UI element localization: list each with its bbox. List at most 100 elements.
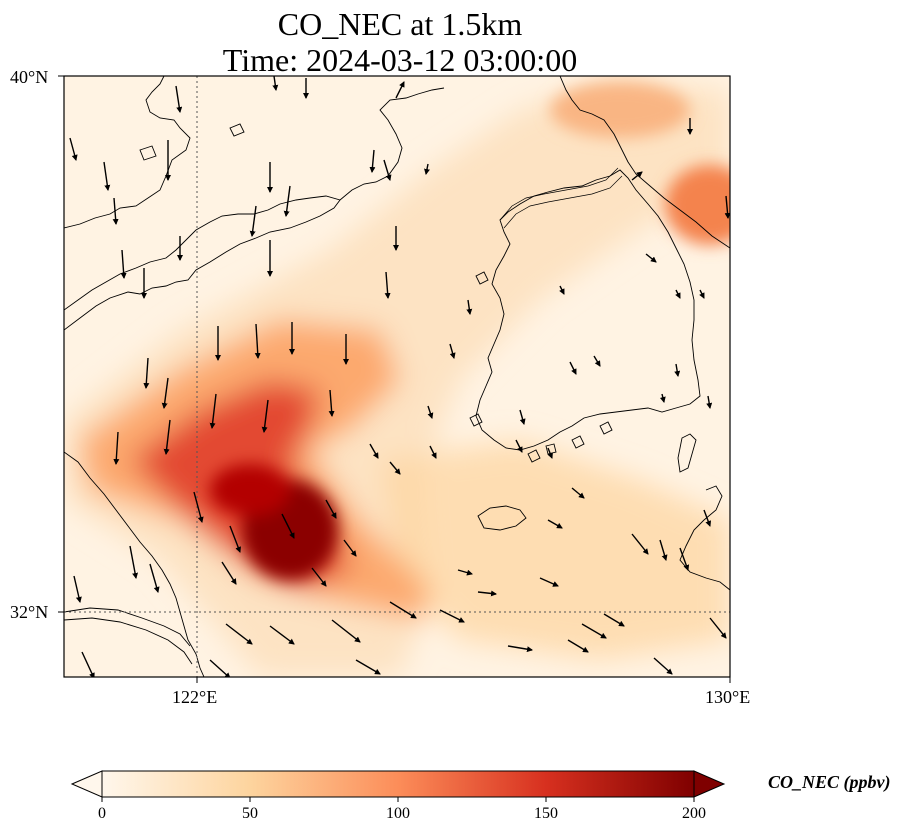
wind-arrow bbox=[355, 659, 381, 675]
wind-arrow bbox=[311, 567, 327, 587]
colorbar-tick-50: 50 bbox=[242, 805, 258, 822]
wind-arrow bbox=[457, 569, 473, 576]
coastline-jiangsu bbox=[64, 451, 205, 677]
wind-arrow bbox=[383, 159, 392, 181]
island-korea-1 bbox=[475, 271, 489, 285]
colorbar-gradient bbox=[101, 770, 695, 798]
wind-arrow bbox=[325, 499, 337, 519]
wind-arrow bbox=[281, 513, 295, 539]
wind-arrow bbox=[143, 357, 150, 389]
wind-arrow bbox=[254, 323, 261, 359]
lon-tick-122: 122°E bbox=[172, 687, 218, 707]
wind-arrow bbox=[569, 361, 577, 375]
coastline-jeju bbox=[477, 505, 527, 531]
coastline-north bbox=[559, 76, 730, 249]
wind-arrow bbox=[659, 539, 668, 561]
plume-north-band bbox=[550, 82, 690, 138]
wind-arrow bbox=[645, 253, 657, 263]
border-yalu bbox=[499, 167, 619, 221]
wind-arrow bbox=[515, 439, 523, 453]
wind-arrow bbox=[120, 249, 127, 279]
wind-arrow bbox=[283, 185, 291, 217]
gridlines bbox=[64, 76, 730, 677]
island-korea-4 bbox=[545, 443, 557, 455]
map-title-line-1: CO_NEC at 1.5km bbox=[277, 6, 523, 42]
wind-arrow bbox=[269, 625, 295, 645]
lon-tick-130: 130°E bbox=[705, 687, 751, 707]
wind-vectors bbox=[69, 76, 730, 677]
wind-arrow bbox=[547, 519, 563, 529]
island-bohai-1 bbox=[229, 123, 245, 137]
wind-arrow bbox=[272, 76, 279, 91]
concentration-field bbox=[64, 76, 730, 677]
wind-arrow bbox=[709, 617, 727, 639]
wind-arrow bbox=[567, 639, 589, 653]
wind-arrow bbox=[724, 195, 730, 219]
coastlines bbox=[64, 76, 730, 677]
wind-arrow bbox=[571, 487, 585, 499]
wind-arrow bbox=[81, 651, 95, 677]
wind-arrow bbox=[343, 539, 357, 557]
wind-arrow bbox=[175, 85, 183, 113]
colorbar-extend-high bbox=[693, 770, 726, 798]
wind-arrow bbox=[369, 443, 379, 459]
wind-arrow bbox=[225, 623, 253, 645]
wind-arrow bbox=[424, 163, 430, 175]
wind-arrow bbox=[221, 561, 237, 585]
wind-arrow bbox=[369, 149, 376, 173]
wind-arrow bbox=[163, 419, 171, 455]
wind-arrow bbox=[395, 81, 405, 99]
wind-arrow bbox=[539, 577, 559, 587]
coastline-tsushima bbox=[677, 433, 697, 473]
wind-arrow bbox=[519, 409, 526, 425]
coastline-yangtze-2 bbox=[64, 617, 193, 665]
map-title-line-2: Time: 2024-03-12 03:00:00 bbox=[222, 42, 578, 78]
colorbar-ticks bbox=[101, 797, 695, 802]
wind-arrow bbox=[703, 509, 712, 527]
wind-arrow bbox=[384, 271, 391, 299]
wind-arrow bbox=[112, 197, 119, 225]
wind-arrow bbox=[593, 355, 601, 367]
wind-arrow bbox=[69, 137, 78, 161]
wind-arrow bbox=[427, 405, 434, 419]
island-korea-3 bbox=[527, 449, 541, 463]
wind-arrow bbox=[706, 395, 713, 409]
wind-arrow bbox=[547, 447, 553, 459]
wind-arrow bbox=[389, 461, 401, 475]
lat-tick-32: 32°N bbox=[10, 602, 49, 622]
wind-arrow bbox=[103, 161, 111, 191]
island-korea-6 bbox=[599, 421, 613, 435]
colorbar-tick-100: 100 bbox=[386, 805, 410, 822]
wind-arrow bbox=[631, 533, 649, 555]
wind-arrow bbox=[73, 575, 82, 603]
wind-arrow bbox=[466, 299, 473, 315]
wind-arrow bbox=[674, 363, 681, 377]
wind-arrow bbox=[507, 645, 533, 653]
axis-ticks bbox=[58, 75, 731, 683]
wind-arrow bbox=[113, 431, 120, 465]
wind-arrow bbox=[439, 609, 465, 623]
colorbar-tick-0: 0 bbox=[98, 805, 106, 822]
wind-arrow bbox=[603, 613, 625, 627]
wind-arrow bbox=[581, 623, 607, 639]
wind-arrow bbox=[653, 657, 673, 675]
plume-southeast-band bbox=[380, 440, 730, 660]
wind-arrow bbox=[249, 205, 257, 237]
wind-arrow bbox=[675, 289, 681, 299]
border-yalu-2 bbox=[503, 175, 623, 229]
wind-arrow bbox=[679, 547, 690, 571]
coastline-korea bbox=[475, 169, 701, 451]
wind-arrow bbox=[261, 399, 269, 433]
lat-tick-40: 40°N bbox=[10, 67, 49, 87]
island-korea-2 bbox=[469, 413, 483, 427]
colorbar-tick-150: 150 bbox=[534, 805, 558, 822]
plume-dark-core-2 bbox=[210, 464, 290, 516]
wind-arrow bbox=[477, 590, 497, 597]
colorbar-tick-200: 200 bbox=[682, 805, 706, 822]
wind-arrow bbox=[328, 389, 335, 417]
wind-arrow bbox=[129, 545, 139, 579]
wind-arrow bbox=[331, 619, 361, 643]
plume-northeast-hotspot bbox=[665, 165, 730, 245]
coastline-yangtze bbox=[64, 607, 191, 647]
island-korea-5 bbox=[571, 435, 585, 449]
